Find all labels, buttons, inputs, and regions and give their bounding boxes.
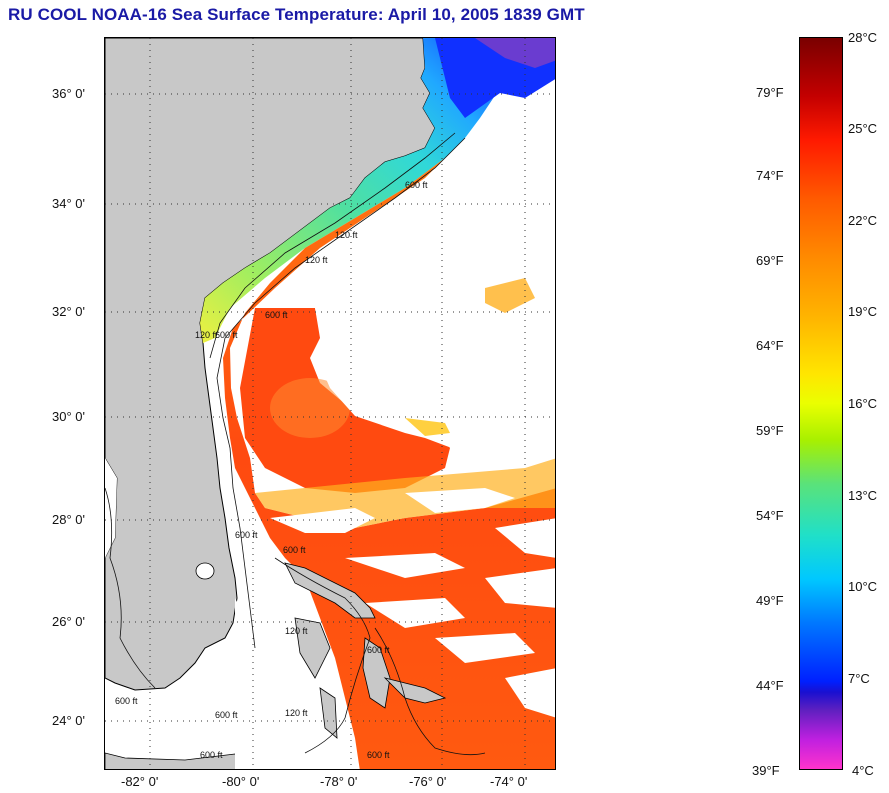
temperature-colorbar xyxy=(799,37,843,770)
lon-tick-label: -82° 0' xyxy=(121,774,159,789)
contour-label: 120 ft xyxy=(305,255,328,265)
cloud-cover xyxy=(315,149,555,458)
contour-label: 600 ft xyxy=(283,545,306,555)
gulf-stream xyxy=(223,138,555,769)
sst-map[interactable]: 600 ft 120 ft 120 ft 600 ft 600 ft 120 f… xyxy=(104,37,556,770)
contour-label: 600 ft xyxy=(367,645,390,655)
contour-label: 600 ft xyxy=(200,750,223,760)
contour-label: 600 ft xyxy=(215,330,238,340)
celsius-label: 28°C xyxy=(848,30,878,45)
contour-label: 600 ft xyxy=(235,530,258,540)
fahrenheit-label: 59°F xyxy=(756,423,784,438)
fahrenheit-label: 39°F xyxy=(752,763,780,778)
fahrenheit-label: 54°F xyxy=(756,508,784,523)
fahrenheit-label: 64°F xyxy=(756,338,784,353)
contour-label: 600 ft xyxy=(215,710,238,720)
contour-label: 120 ft xyxy=(285,626,308,636)
lat-tick-label: 32° 0' xyxy=(52,304,85,319)
contour-label: 120 ft xyxy=(285,708,308,718)
celsius-label: 16°C xyxy=(848,396,878,411)
lat-tick-label: 24° 0' xyxy=(52,713,85,728)
fahrenheit-label: 74°F xyxy=(756,168,784,183)
celsius-label: 13°C xyxy=(848,488,878,503)
contour-label: 120 ft xyxy=(335,230,358,240)
celsius-label: 19°C xyxy=(848,304,878,319)
lat-tick-label: 30° 0' xyxy=(52,409,85,424)
lon-tick-label: -76° 0' xyxy=(409,774,447,789)
contour-label: 600 ft xyxy=(115,696,138,706)
lon-tick-label: -78° 0' xyxy=(320,774,358,789)
celsius-label: 25°C xyxy=(848,121,878,136)
celsius-label: 22°C xyxy=(848,213,878,228)
lat-tick-label: 34° 0' xyxy=(52,196,85,211)
contour-label: 600 ft xyxy=(265,310,288,320)
fahrenheit-label: 44°F xyxy=(756,678,784,693)
lon-tick-label: -80° 0' xyxy=(222,774,260,789)
shelf-water xyxy=(200,38,515,343)
fahrenheit-label: 49°F xyxy=(756,593,784,608)
contour-label: 600 ft xyxy=(367,750,390,760)
lat-tick-label: 26° 0' xyxy=(52,614,85,629)
celsius-label: 10°C xyxy=(848,579,878,594)
chart-title: RU COOL NOAA-16 Sea Surface Temperature:… xyxy=(8,5,585,24)
contour-label: 600 ft xyxy=(405,180,428,190)
lat-tick-label: 36° 0' xyxy=(52,86,85,101)
lon-tick-label: -74° 0' xyxy=(490,774,528,789)
fahrenheit-label: 69°F xyxy=(756,253,784,268)
contour-label: 120 ft xyxy=(195,330,218,340)
fahrenheit-label: 79°F xyxy=(756,85,784,100)
lat-tick-label: 28° 0' xyxy=(52,512,85,527)
celsius-label: 7°C xyxy=(848,671,870,686)
celsius-label: 4°C xyxy=(852,763,874,778)
